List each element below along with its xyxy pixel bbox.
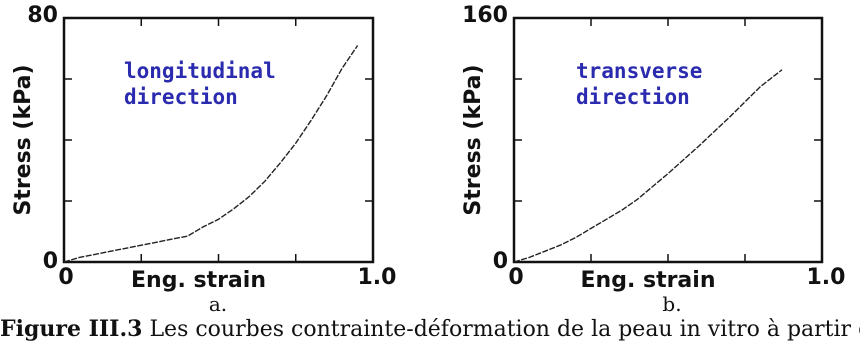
caption-text: Les courbes contrainte-déformation de la…	[149, 317, 860, 342]
annotation-line-2: direction	[124, 85, 238, 109]
x-tick-label-max: 1.0	[807, 265, 846, 290]
y-tick-label-min: 0	[43, 249, 58, 274]
x-axis-title: Eng. strain	[131, 268, 266, 293]
figure-caption: Figure III.3 Les courbes contrainte-défo…	[0, 314, 860, 345]
y-axis-title: Stress (kPa)	[461, 64, 486, 215]
y-tick-label-max: 160	[462, 3, 508, 28]
x-tick-label-min: 0	[58, 265, 73, 290]
annotation-line-1: longitudinal	[124, 59, 276, 83]
plot-frame	[512, 16, 824, 264]
series-line-0	[513, 69, 783, 263]
x-axis-title: Eng. strain	[581, 268, 716, 293]
panel-label: b.	[662, 292, 681, 316]
y-axis-title: Stress (kPa)	[11, 64, 36, 215]
annotation-line-2: direction	[576, 85, 690, 109]
y-tick-label-min: 0	[493, 249, 508, 274]
x-tick-label-min: 0	[508, 265, 523, 290]
panel-b: 160 00 1.0 Eng. strain Stress (kPa) transvers…	[461, 3, 845, 316]
y-tick-label-max: 80	[27, 3, 58, 28]
series-line-0	[63, 45, 359, 263]
panel-a: 80 00 1.0 Eng. strain Stress (kPa) longitudin…	[11, 3, 396, 316]
x-tick-label-max: 1.0	[358, 265, 397, 290]
annotation-line-1: transverse	[576, 59, 702, 83]
plot-frame	[62, 16, 375, 264]
caption-prefix: Figure III.3	[0, 316, 143, 342]
panel-label: a.	[209, 292, 227, 316]
